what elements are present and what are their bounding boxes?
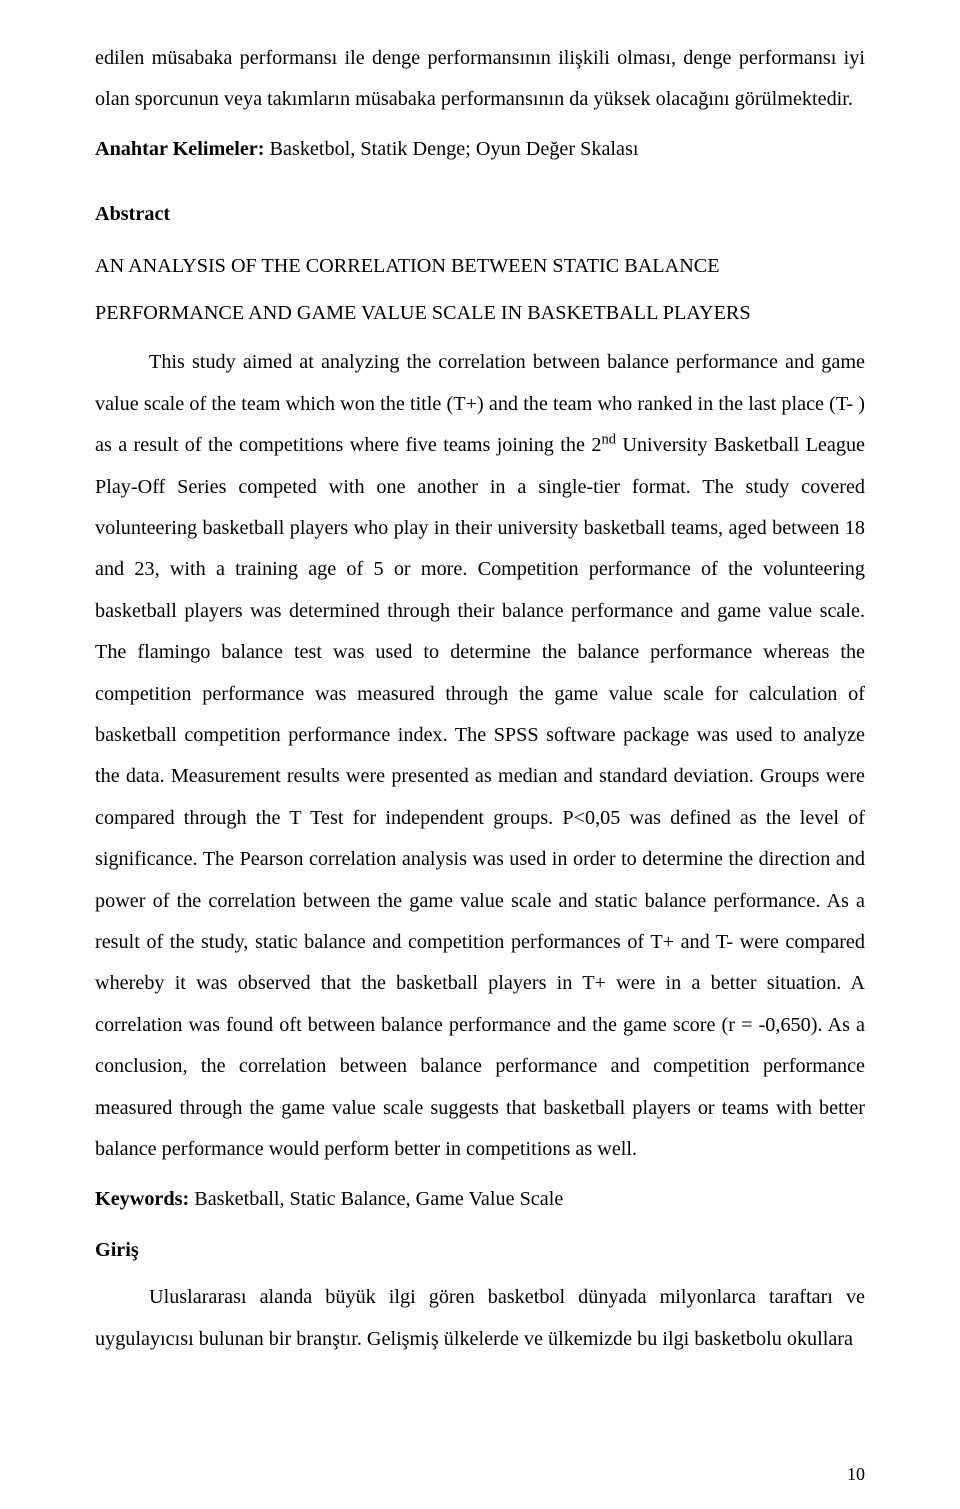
abstract-body: This study aimed at analyzing the correl… <box>95 342 865 1170</box>
anahtar-kelimeler-line: Anahtar Kelimeler: Basketbol, Statik Den… <box>95 129 865 170</box>
giris-body: Uluslararası alanda büyük ilgi gören bas… <box>95 1277 865 1360</box>
keywords-label: Keywords: <box>95 1188 189 1210</box>
abstract-superscript: nd <box>601 431 616 447</box>
anahtar-kelimeler-text: Basketbol, Statik Denge; Oyun Değer Skal… <box>265 138 639 160</box>
keywords-line: Keywords: Basketball, Static Balance, Ga… <box>95 1179 865 1220</box>
english-title-line2: PERFORMANCE AND GAME VALUE SCALE IN BASK… <box>95 295 865 332</box>
english-title-line1: AN ANALYSIS OF THE CORRELATION BETWEEN S… <box>95 248 865 285</box>
abstract-heading: Abstract <box>95 194 865 235</box>
paragraph-top: edilen müsabaka performansı ile denge pe… <box>95 38 865 121</box>
page-number: 10 <box>847 1465 865 1483</box>
giris-heading: Giriş <box>95 1230 865 1271</box>
keywords-text: Basketball, Static Balance, Game Value S… <box>189 1188 563 1210</box>
anahtar-kelimeler-label: Anahtar Kelimeler: <box>95 138 265 160</box>
abstract-body-post: University Basketball League Play-Off Se… <box>95 434 865 1160</box>
page-container: edilen müsabaka performansı ile denge pe… <box>0 0 960 1509</box>
